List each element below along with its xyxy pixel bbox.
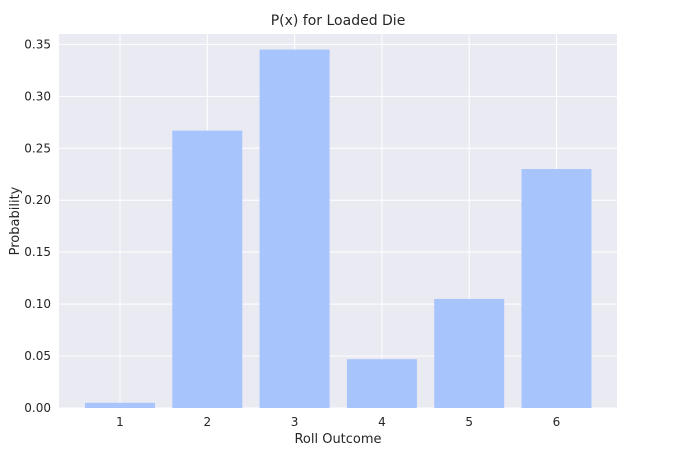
x-tick-label: 6 xyxy=(553,415,561,429)
bar-2 xyxy=(172,130,243,408)
y-axis-title: Probability xyxy=(8,186,23,255)
y-tick-label: 0.35 xyxy=(24,37,51,51)
y-tick-label: 0.25 xyxy=(24,141,51,155)
x-tick-label: 5 xyxy=(465,415,473,429)
y-tick-label: 0.20 xyxy=(24,193,51,207)
bar-4 xyxy=(346,359,417,408)
bar-5 xyxy=(434,298,505,408)
bars xyxy=(85,49,592,408)
chart-title: P(x) for Loaded Die xyxy=(271,13,406,29)
x-tick-label: 1 xyxy=(116,415,124,429)
x-tick-label: 4 xyxy=(378,415,386,429)
bar-6 xyxy=(521,169,592,408)
y-tick-label: 0.15 xyxy=(24,245,51,259)
y-tick-label: 0.05 xyxy=(24,349,51,363)
x-axis-ticks: 1 2 3 4 5 6 xyxy=(116,415,560,429)
bar-1 xyxy=(85,402,155,408)
y-tick-label: 0.00 xyxy=(24,401,51,415)
x-axis-title: Roll Outcome xyxy=(294,432,381,447)
x-tick-label: 2 xyxy=(203,415,211,429)
y-tick-label: 0.30 xyxy=(24,89,51,103)
y-axis-ticks: 0.00 0.05 0.10 0.15 0.20 0.25 0.30 0.35 xyxy=(24,37,51,415)
x-tick-label: 3 xyxy=(291,415,299,429)
bar-3 xyxy=(259,49,330,408)
y-tick-label: 0.10 xyxy=(24,297,51,311)
